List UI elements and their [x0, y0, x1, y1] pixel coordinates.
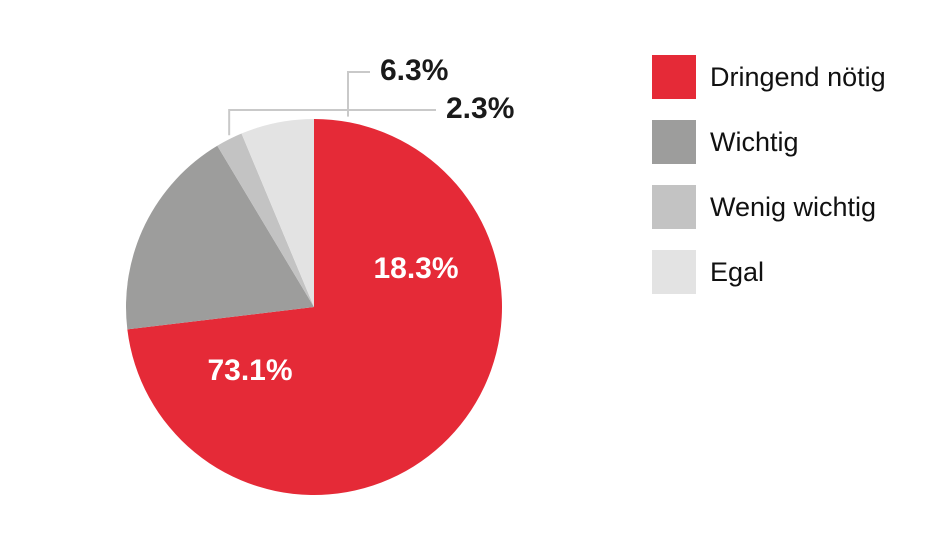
legend-label-wichtig: Wichtig — [710, 126, 799, 157]
legend-label-dringend-noetig: Dringend nötig — [710, 61, 886, 92]
legend-item-wenig-wichtig: Wenig wichtig — [652, 185, 876, 229]
pie-slice-egal — [241, 119, 314, 307]
pie-label-wenig-wichtig: 2.3% — [446, 92, 514, 125]
legend-item-egal: Egal — [652, 250, 764, 294]
pie-slice-wenig-wichtig — [217, 133, 314, 307]
legend-swatch-wichtig — [652, 120, 696, 164]
legend-item-dringend-noetig: Dringend nötig — [652, 55, 886, 99]
pie-leader-egal — [347, 71, 370, 117]
pie-slice-wichtig — [126, 145, 314, 330]
legend-label-egal: Egal — [710, 256, 765, 287]
pie-leader-wenig-wichtig — [228, 109, 436, 136]
pie-label-egal: 6.3% — [380, 54, 448, 87]
legend-swatch-wenig-wichtig — [652, 185, 696, 229]
legend-swatch-dringend-noetig — [652, 55, 696, 99]
pie-label-dringend-noetig: 73.1% — [207, 354, 292, 387]
legend-item-wichtig: Wichtig — [652, 120, 799, 164]
legend-swatch-egal — [652, 250, 696, 294]
pie-label-wichtig: 18.3% — [373, 252, 458, 285]
legend-label-wenig-wichtig: Wenig wichtig — [710, 191, 877, 222]
pie-slice-dringend-noetig — [127, 119, 503, 495]
